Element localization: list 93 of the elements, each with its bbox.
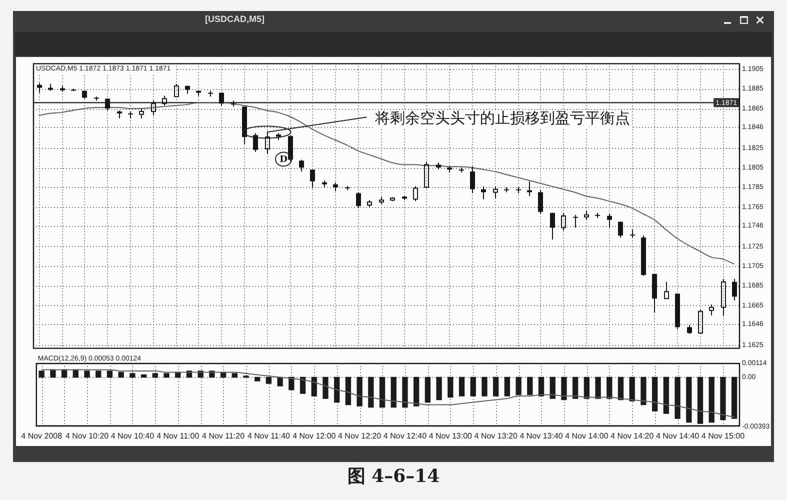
bar — [674, 376, 680, 419]
bar — [618, 376, 624, 400]
candlestick — [356, 192, 361, 208]
bar — [277, 376, 283, 386]
annotation: D — [280, 155, 288, 166]
bar — [424, 376, 431, 403]
candlestick — [527, 180, 532, 197]
annotation: 将剩余空头头寸的止损移到盈亏平衡点 — [374, 109, 630, 128]
x-tick-label: 4 Nov 13:00 — [428, 431, 473, 440]
candlestick — [732, 278, 737, 302]
bar — [118, 372, 124, 378]
bar — [345, 376, 352, 406]
x-tick-label: 4 Nov 13:20 — [474, 431, 518, 440]
bar — [504, 376, 510, 396]
bar — [38, 370, 44, 378]
x-tick-label: 4 Nov 11:40 — [247, 431, 291, 440]
caption: 图 4–6–14 — [347, 466, 440, 487]
bar — [720, 376, 726, 420]
bar — [561, 376, 567, 400]
candlestick — [493, 186, 498, 199]
bar — [334, 376, 340, 403]
bar — [493, 376, 499, 396]
bar — [606, 376, 612, 399]
candlestick — [538, 190, 543, 214]
bar — [311, 376, 317, 396]
bar — [697, 376, 704, 424]
bar — [458, 376, 465, 396]
bar — [652, 376, 658, 412]
bar — [686, 376, 692, 423]
chart-title: [USDCAD,M5] — [205, 14, 264, 25]
x-tick-label: 4 Nov 14:00 — [565, 431, 609, 440]
bar — [516, 376, 522, 396]
candlestick — [105, 98, 110, 111]
bar — [550, 376, 556, 399]
bar — [84, 370, 90, 378]
candlestick — [299, 159, 304, 172]
bar — [254, 376, 260, 382]
bar — [300, 376, 306, 394]
x-tick-label: 4 Nov 12:00 — [292, 431, 336, 440]
x-tick-label: 4 Nov 14:20 — [610, 431, 654, 440]
bar — [584, 376, 590, 399]
bar — [96, 370, 102, 378]
bar — [663, 376, 670, 414]
candlestick — [607, 213, 612, 228]
x-tick-label: 4 Nov 15:00 — [701, 431, 746, 440]
bar — [402, 376, 408, 408]
bar — [538, 376, 544, 396]
x-tick-label: 4 Nov 12:40 — [383, 431, 428, 440]
candlestick — [550, 212, 555, 240]
candlestick — [253, 132, 258, 152]
x-tick-label: 4 Nov 11:20 — [202, 431, 246, 440]
bar — [164, 373, 170, 378]
candlestick — [664, 281, 669, 300]
bar — [390, 376, 396, 408]
bar — [322, 376, 328, 399]
bar — [448, 376, 454, 398]
bar — [436, 376, 442, 400]
bar — [640, 376, 646, 406]
candlestick — [310, 169, 315, 189]
x-tick-label: 4 Nov 2008 — [21, 431, 63, 440]
bar — [731, 376, 738, 419]
bar — [232, 373, 238, 378]
candlestick — [721, 278, 726, 316]
bar — [572, 376, 578, 399]
bar — [708, 376, 714, 423]
candlestick — [265, 132, 270, 154]
bar — [130, 373, 136, 378]
bar — [629, 376, 635, 402]
bar — [140, 374, 147, 378]
bar — [379, 376, 386, 408]
bar — [152, 373, 158, 378]
bar — [595, 376, 601, 399]
bar — [470, 376, 476, 396]
candlestick — [470, 166, 475, 194]
bar — [356, 376, 362, 406]
candlestick — [219, 92, 224, 106]
candlestick — [573, 214, 578, 228]
bar — [527, 376, 533, 396]
candlestick — [618, 221, 623, 238]
x-tick-label: 4 Nov 13:40 — [520, 431, 564, 440]
bar — [482, 376, 488, 396]
candlestick — [37, 82, 42, 94]
bar — [266, 376, 272, 384]
x-tick-label: 4 Nov 10:20 — [65, 431, 110, 440]
bar — [288, 376, 294, 390]
bar — [106, 370, 113, 378]
line-series — [41, 369, 735, 418]
x-tick-label: 4 Nov 14:40 — [656, 431, 700, 440]
bar — [368, 376, 374, 408]
x-tick-label: 4 Nov 12:20 — [338, 431, 382, 440]
x-tick-label: 4 Nov 10:40 — [110, 431, 155, 440]
x-tick-label: 4 Nov 11:00 — [156, 431, 200, 440]
bar — [414, 376, 420, 406]
